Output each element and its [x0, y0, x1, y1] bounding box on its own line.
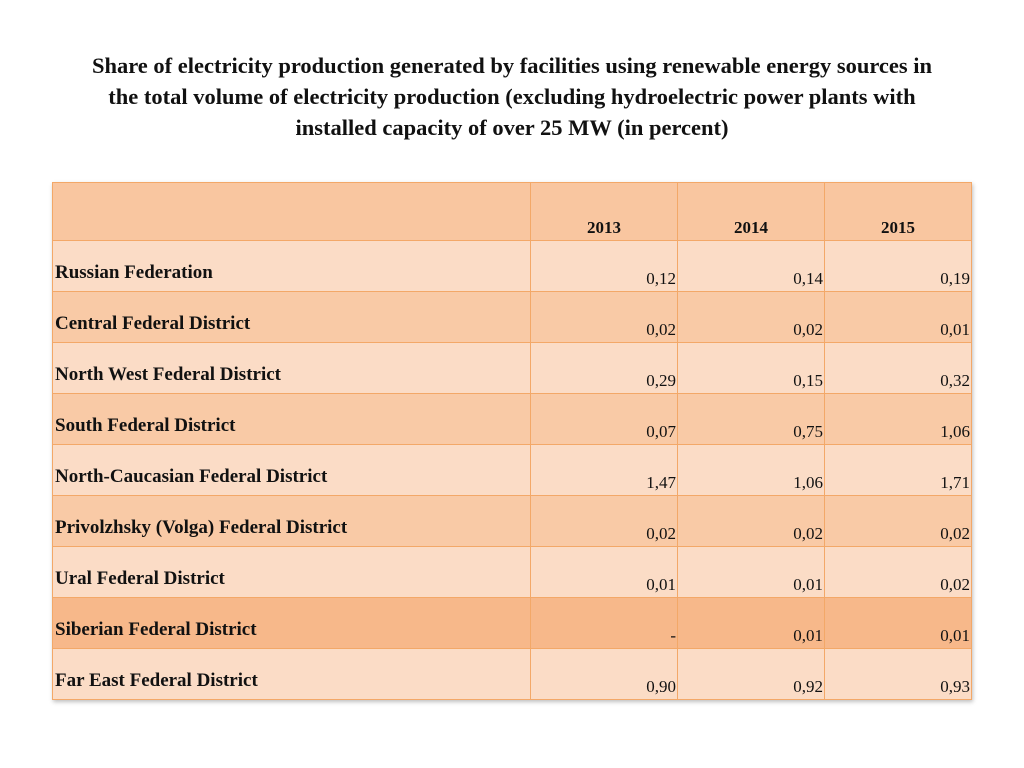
value-cell: 0,01	[677, 546, 825, 598]
row-label: Siberian Federal District	[52, 597, 531, 649]
row-label: North-Caucasian Federal District	[52, 444, 531, 496]
table-row: Siberian Federal District -0,01 0,01	[52, 597, 972, 649]
row-label: Far East Federal District	[52, 648, 531, 700]
value-cell: 1,06	[824, 393, 972, 445]
value-cell: 0,07	[530, 393, 678, 445]
value-cell: 0,01	[530, 546, 678, 598]
value-cell: 0,01	[824, 597, 972, 649]
value-cell: 0,01	[677, 597, 825, 649]
value-cell: 1,47	[530, 444, 678, 496]
value-cell: 0,02	[677, 291, 825, 343]
data-table: 2013 2014 2015 Russian Federation 0,12 0,14 0…	[52, 182, 972, 700]
value-cell: 0,29	[530, 342, 678, 394]
row-label: Ural Federal District	[52, 546, 531, 598]
corner-cell	[52, 182, 531, 241]
table-row: North West Federal District 0,29 0,15 0,32	[52, 342, 972, 394]
value-cell: 0,32	[824, 342, 972, 394]
column-header: 2015	[824, 182, 972, 241]
header-row: 2013 2014 2015	[52, 182, 972, 241]
row-label: Central Federal District	[52, 291, 531, 343]
table-head: 2013 2014 2015	[52, 182, 972, 241]
value-cell: 0,02	[530, 291, 678, 343]
value-cell: 0,02	[824, 495, 972, 547]
value-cell: 0,75	[677, 393, 825, 445]
value-cell: 0,01	[824, 291, 972, 343]
value-cell: 0,15	[677, 342, 825, 394]
value-cell: 0,19	[824, 240, 972, 292]
value-cell: 0,92	[677, 648, 825, 700]
row-label: Russian Federation	[52, 240, 531, 292]
value-cell: 1,06	[677, 444, 825, 496]
table-row: North-Caucasian Federal District 1,47 1,06…	[52, 444, 972, 496]
value-cell: 0,90	[530, 648, 678, 700]
value-cell: 0,02	[677, 495, 825, 547]
value-cell: 0,93	[824, 648, 972, 700]
title: Share of electricity production generate…	[91, 53, 933, 140]
column-header: 2014	[677, 182, 825, 241]
table-row: Far East Federal District 0,90 0,92 0,93	[52, 648, 972, 700]
table-row: Privolzhsky (Volga) Federal District 0,02…	[52, 495, 972, 547]
value-cell: 0,02	[824, 546, 972, 598]
value-cell: 0,14	[677, 240, 825, 292]
value-cell: 0,02	[530, 495, 678, 547]
row-label: South Federal District	[52, 393, 531, 445]
table-row: South Federal District 0,07 0,75 1,06	[52, 393, 972, 445]
table-row: Ural Federal District 0,01 0,01 0,02	[52, 546, 972, 598]
value-cell: 1,71	[824, 444, 972, 496]
value-cell: -	[530, 597, 678, 649]
table-row: Russian Federation 0,12 0,14 0,19	[52, 240, 972, 292]
row-label: Privolzhsky (Volga) Federal District	[52, 495, 531, 547]
row-label: North West Federal District	[52, 342, 531, 394]
table-row: Central Federal District 0,02 0,02 0,01	[52, 291, 972, 343]
value-cell: 0,12	[530, 240, 678, 292]
table-body: Russian Federation 0,12 0,14 0,19 Central Fe…	[52, 240, 972, 700]
column-header: 2013	[530, 182, 678, 241]
